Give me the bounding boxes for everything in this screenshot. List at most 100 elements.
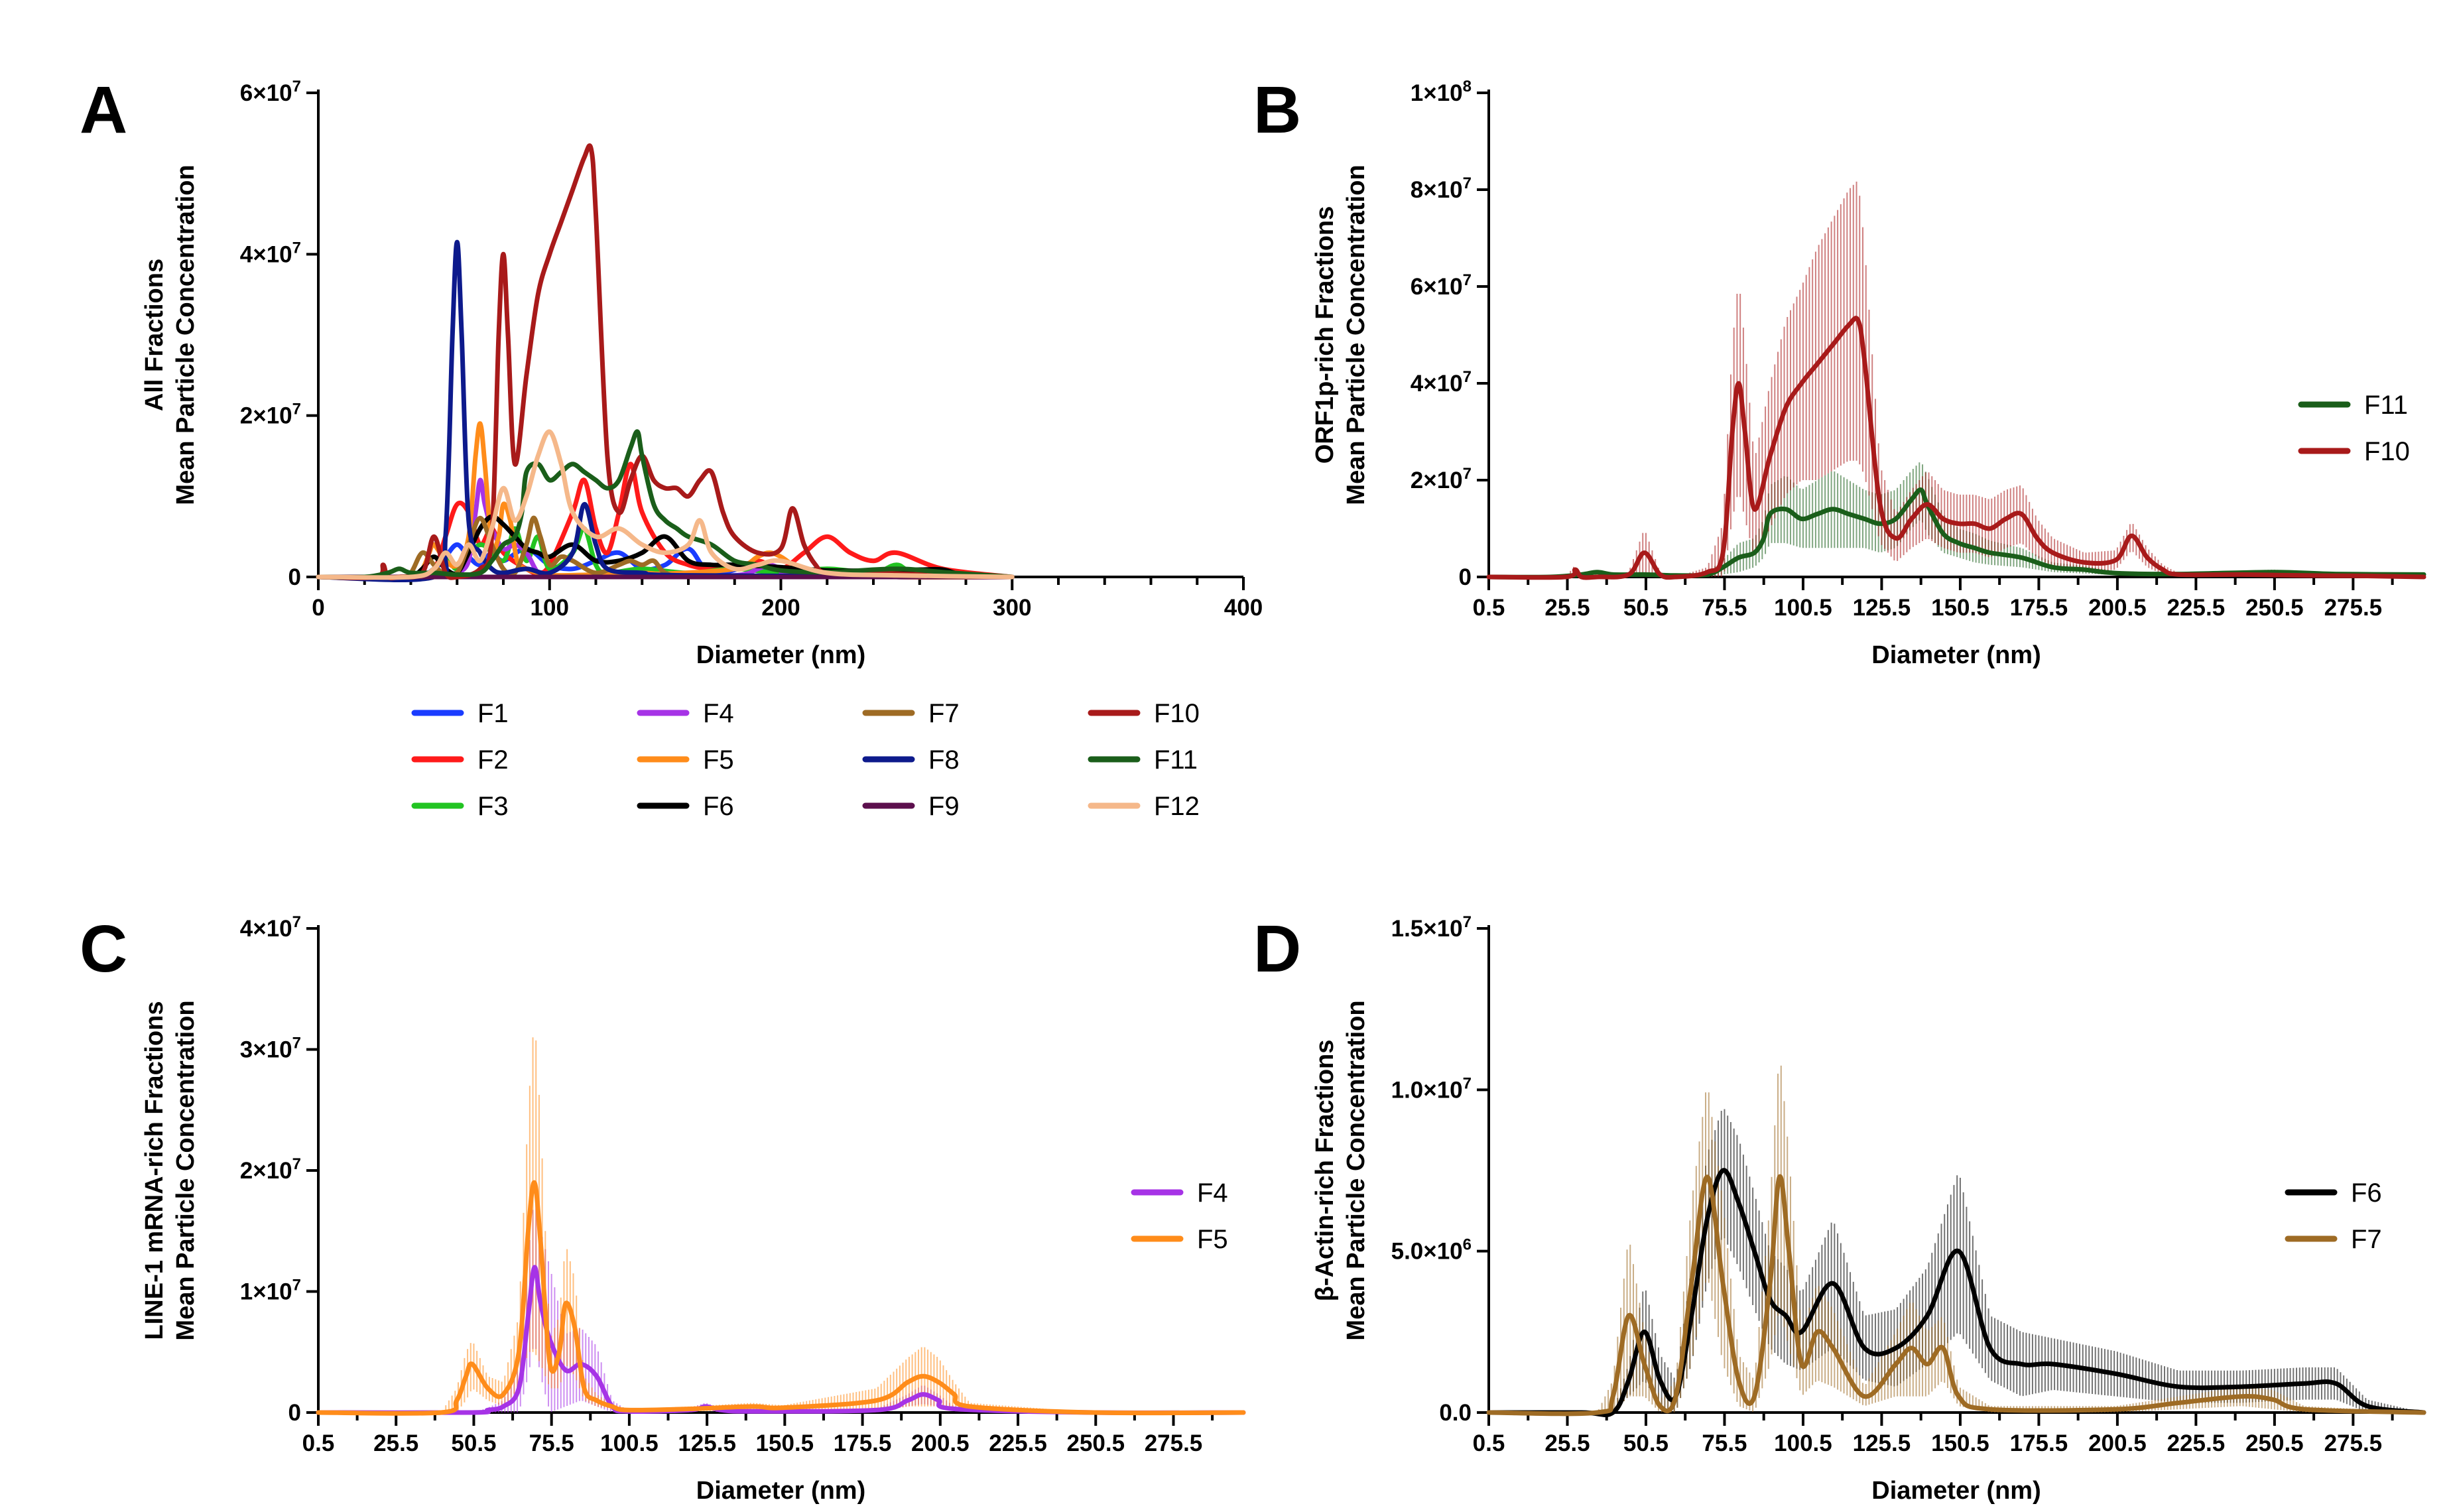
panel-letter: B [1253, 73, 1301, 147]
x-tick-label: 250.5 [1066, 1430, 1125, 1456]
y-axis-title: LINE-1 mRNA-rich Fractions [141, 1001, 168, 1340]
y-tick-label: 0 [1459, 564, 1472, 590]
panel-letter: D [1253, 912, 1301, 986]
x-tick-label: 0 [312, 595, 324, 621]
error-bars-f11 [1550, 462, 2423, 577]
legend-label: F6 [703, 792, 734, 821]
x-tick-label: 100.5 [1774, 595, 1832, 621]
y-tick-label: 3×107 [240, 1035, 301, 1063]
legend: F4 F5 [1131, 1178, 1228, 1254]
series-line-f6 [1486, 1168, 2426, 1418]
panel-letter: C [80, 912, 127, 986]
x-tick-label: 0.5 [1473, 595, 1505, 621]
x-tick-label: 175.5 [834, 1430, 892, 1456]
chart-panel-b: B ORF1p-rich Fractions Mean Particle Conce… [1253, 73, 2426, 669]
x-tick-label: 275.5 [1145, 1430, 1203, 1456]
legend-label: F5 [703, 745, 734, 775]
y-axis-title: Mean Particle Concentration [172, 164, 200, 505]
y-axis-title: Mean Particle Concentration [1342, 164, 1370, 505]
series-line-f8 [316, 239, 1015, 582]
y-tick-label: 0.0 [1439, 1400, 1472, 1426]
x-axis-title: Diameter (nm) [696, 641, 866, 669]
x-tick-label: 200.5 [911, 1430, 970, 1456]
x-tick-label: 175.5 [2010, 595, 2068, 621]
x-tick-label: 100 [531, 595, 569, 621]
y-tick-label: 0 [288, 564, 301, 590]
x-tick-label: 300 [993, 595, 1031, 621]
x-tick-label: 150.5 [1931, 1430, 1989, 1456]
x-tick-label: 125.5 [1853, 1430, 1911, 1456]
chart-panel-d: Dβ-Actin-rich Fractions Mean Particle Con… [1253, 912, 2426, 1505]
legend-label: F1 [477, 699, 509, 728]
x-tick-label: 125.5 [1853, 595, 1911, 621]
x-tick-label: 100.5 [1774, 1430, 1832, 1456]
legend-label: F10 [2364, 437, 2410, 466]
x-tick-label: 275.5 [2324, 595, 2383, 621]
x-tick-label: 25.5 [1544, 1430, 1590, 1456]
y-tick-label: 1.0×107 [1391, 1074, 1472, 1103]
legend-label: F3 [477, 792, 509, 821]
y-tick-label: 2×107 [1411, 465, 1472, 493]
x-tick-label: 200 [761, 595, 800, 621]
x-tick-label: 150.5 [1931, 595, 1989, 621]
legend: F11 F10 [2298, 391, 2410, 466]
y-tick-label: 8×107 [1411, 174, 1472, 203]
error-bars-f10 [1566, 181, 2423, 577]
legend-label: F11 [2364, 391, 2408, 420]
y-axis-title: Mean Particle Concentration [172, 1000, 200, 1340]
y-tick-label: 4×107 [1411, 368, 1472, 397]
y-tick-label: 6×107 [1411, 271, 1472, 300]
x-tick-label: 0.5 [302, 1430, 335, 1456]
legend-label: F4 [1197, 1178, 1228, 1208]
x-axis-title: Diameter (nm) [1871, 641, 2041, 669]
panel-letter: A [80, 73, 127, 147]
x-tick-label: 225.5 [2167, 1430, 2226, 1456]
y-tick-label: 5.0×106 [1391, 1236, 1472, 1265]
x-tick-label: 150.5 [756, 1430, 814, 1456]
series-line-f11 [1486, 487, 2426, 580]
y-axis-title: β-Actin-rich Fractions [1311, 1040, 1339, 1302]
x-tick-label: 25.5 [1544, 595, 1590, 621]
y-tick-label: 0 [288, 1400, 301, 1426]
y-tick-label: 2×107 [240, 1155, 301, 1184]
y-axis-title: ORF1p-rich Fractions [1311, 206, 1339, 464]
legend-label: F9 [928, 792, 960, 821]
x-tick-label: 125.5 [678, 1430, 736, 1456]
x-tick-label: 175.5 [2010, 1430, 2068, 1456]
x-axis-title: Diameter (nm) [696, 1477, 866, 1505]
x-tick-label: 225.5 [989, 1430, 1047, 1456]
x-tick-label: 200.5 [2088, 595, 2147, 621]
x-tick-label: 250.5 [2245, 595, 2304, 621]
x-tick-label: 275.5 [2324, 1430, 2383, 1456]
x-tick-label: 0.5 [1473, 1430, 1505, 1456]
x-axis-title: Diameter (nm) [1871, 1477, 2041, 1505]
y-tick-label: 1×108 [1411, 78, 1472, 106]
x-tick-label: 50.5 [451, 1430, 496, 1456]
series-line-f5 [316, 1180, 1246, 1416]
x-tick-label: 200.5 [2088, 1430, 2147, 1456]
series-line-f10 [1486, 316, 2426, 580]
x-tick-label: 225.5 [2167, 595, 2226, 621]
x-tick-label: 50.5 [1623, 595, 1668, 621]
series-line-f7 [1486, 1174, 2426, 1417]
legend-label: F8 [928, 745, 960, 775]
y-axis-title: Mean Particle Concentration [1342, 1000, 1370, 1340]
legend-label: F4 [703, 699, 734, 728]
series-line-f12 [316, 429, 1015, 580]
y-tick-label: 1.5×107 [1391, 913, 1472, 942]
x-tick-label: 50.5 [1623, 1430, 1668, 1456]
chart-panel-a: A All Fractions Mean Particle Concentratio… [80, 73, 1263, 821]
series-line-f10 [316, 143, 1015, 581]
legend-label: F11 [1154, 745, 1198, 775]
legend: F6 F7 [2285, 1178, 2382, 1254]
x-tick-label: 75.5 [1702, 595, 1747, 621]
chart-panel-c: C LINE-1 mRNA-rich Fractions Mean Particle… [80, 912, 1246, 1505]
legend-label: F2 [477, 745, 509, 775]
legend-label: F7 [2351, 1225, 2382, 1254]
legend-label: F6 [2351, 1178, 2382, 1208]
y-tick-label: 4×107 [240, 239, 301, 267]
y-tick-label: 2×107 [240, 401, 301, 429]
x-tick-label: 100.5 [600, 1430, 659, 1456]
x-tick-label: 75.5 [1702, 1430, 1747, 1456]
